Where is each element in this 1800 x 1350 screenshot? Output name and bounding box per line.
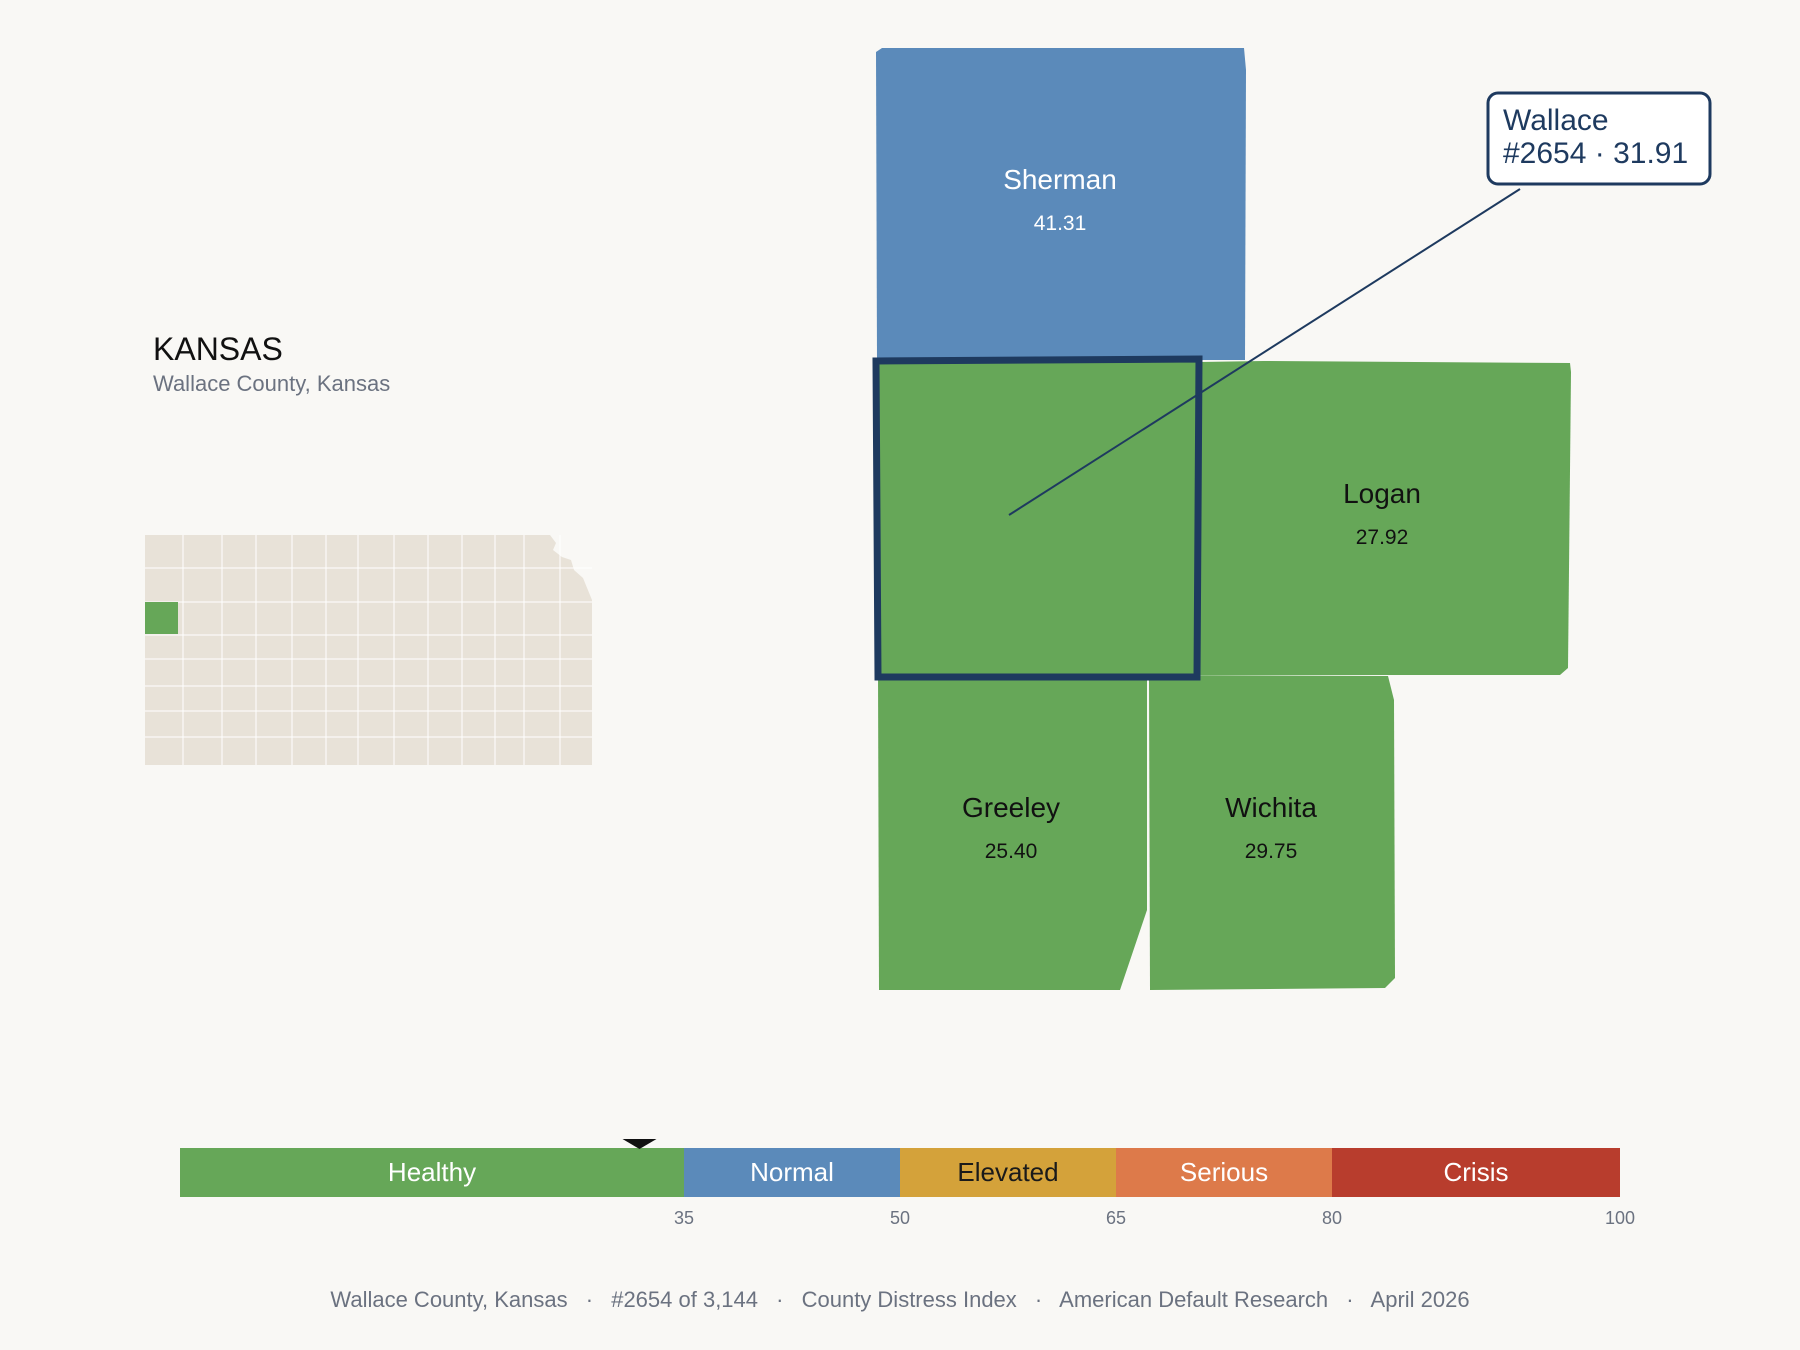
footer-separator: · [1346, 1287, 1353, 1312]
scale-band-serious [1116, 1148, 1332, 1197]
scale-band-normal [684, 1148, 900, 1197]
scale-tick-label: 80 [1322, 1208, 1342, 1228]
county-sherman[interactable] [876, 48, 1246, 360]
scale-tick-label: 65 [1106, 1208, 1126, 1228]
callout-county-name: Wallace [1503, 104, 1609, 137]
scale-tick-label: 35 [674, 1208, 694, 1228]
callout-rank-score: #2654 · 31.91 [1503, 137, 1688, 170]
county-score-sherman: 41.31 [1034, 212, 1087, 235]
scale-band-label: Normal [750, 1157, 834, 1187]
scale-band-label: Crisis [1444, 1157, 1509, 1187]
county-wallace[interactable] [876, 359, 1199, 677]
focus-callout: Wallace #2654 · 31.91 [1008, 91, 1712, 516]
distress-scale-bar: Healthy Normal Elevated Serious Crisis 35 50 65… [180, 1139, 1635, 1228]
footer-rank: #2654 of 3,144 [611, 1287, 758, 1312]
footer-index: County Distress Index [802, 1287, 1017, 1312]
callout-leader-line [1008, 188, 1521, 516]
scale-band-healthy [180, 1148, 684, 1197]
footer: Wallace County, Kansas · #2654 of 3,144 … [330, 1287, 1469, 1312]
footer-text: Wallace County, Kansas · #2654 of 3,144 … [330, 1287, 1469, 1312]
county-logan[interactable] [1200, 361, 1571, 675]
footer-county: Wallace County, Kansas [330, 1287, 567, 1312]
scale-tick-label: 100 [1605, 1208, 1635, 1228]
footer-separator: · [586, 1287, 593, 1312]
county-score-logan: 27.92 [1356, 526, 1409, 549]
state-subtitle: Wallace County, Kansas [153, 371, 390, 396]
county-labels: Sherman 41.31 Logan 27.92 Greeley 25.40 … [962, 164, 1421, 863]
wallace-outline [872, 355, 1203, 681]
county-greeley[interactable] [878, 672, 1147, 990]
county-label-logan: Logan [1343, 478, 1421, 509]
scale-tick-label: 50 [890, 1208, 910, 1228]
county-score-wichita: 29.75 [1245, 840, 1298, 863]
inset-wallace-highlight [145, 602, 178, 634]
county-score-greeley: 25.40 [985, 840, 1038, 863]
county-label-greeley: Greeley [962, 792, 1060, 823]
callout-box [1486, 91, 1712, 186]
county-wichita[interactable] [1149, 675, 1395, 990]
scale-band-label: Elevated [957, 1157, 1058, 1187]
footer-separator: · [776, 1287, 783, 1312]
scale-band-elevated [900, 1148, 1116, 1197]
inset-county-lines [145, 535, 592, 765]
footer-separator: · [1035, 1287, 1042, 1312]
kansas-inset-map [145, 535, 592, 765]
county-label-sherman: Sherman [1003, 164, 1117, 195]
scale-marker [622, 1139, 657, 1149]
scale-band-label: Serious [1180, 1157, 1268, 1187]
county-map [872, 48, 1571, 990]
footer-date: April 2026 [1371, 1287, 1470, 1312]
county-label-wichita: Wichita [1225, 792, 1317, 823]
scale-band-label: Healthy [388, 1157, 476, 1187]
scale-band-crisis [1332, 1148, 1620, 1197]
state-title: KANSAS [153, 331, 283, 367]
kansas-outline [145, 535, 592, 765]
footer-source: American Default Research [1059, 1287, 1328, 1312]
